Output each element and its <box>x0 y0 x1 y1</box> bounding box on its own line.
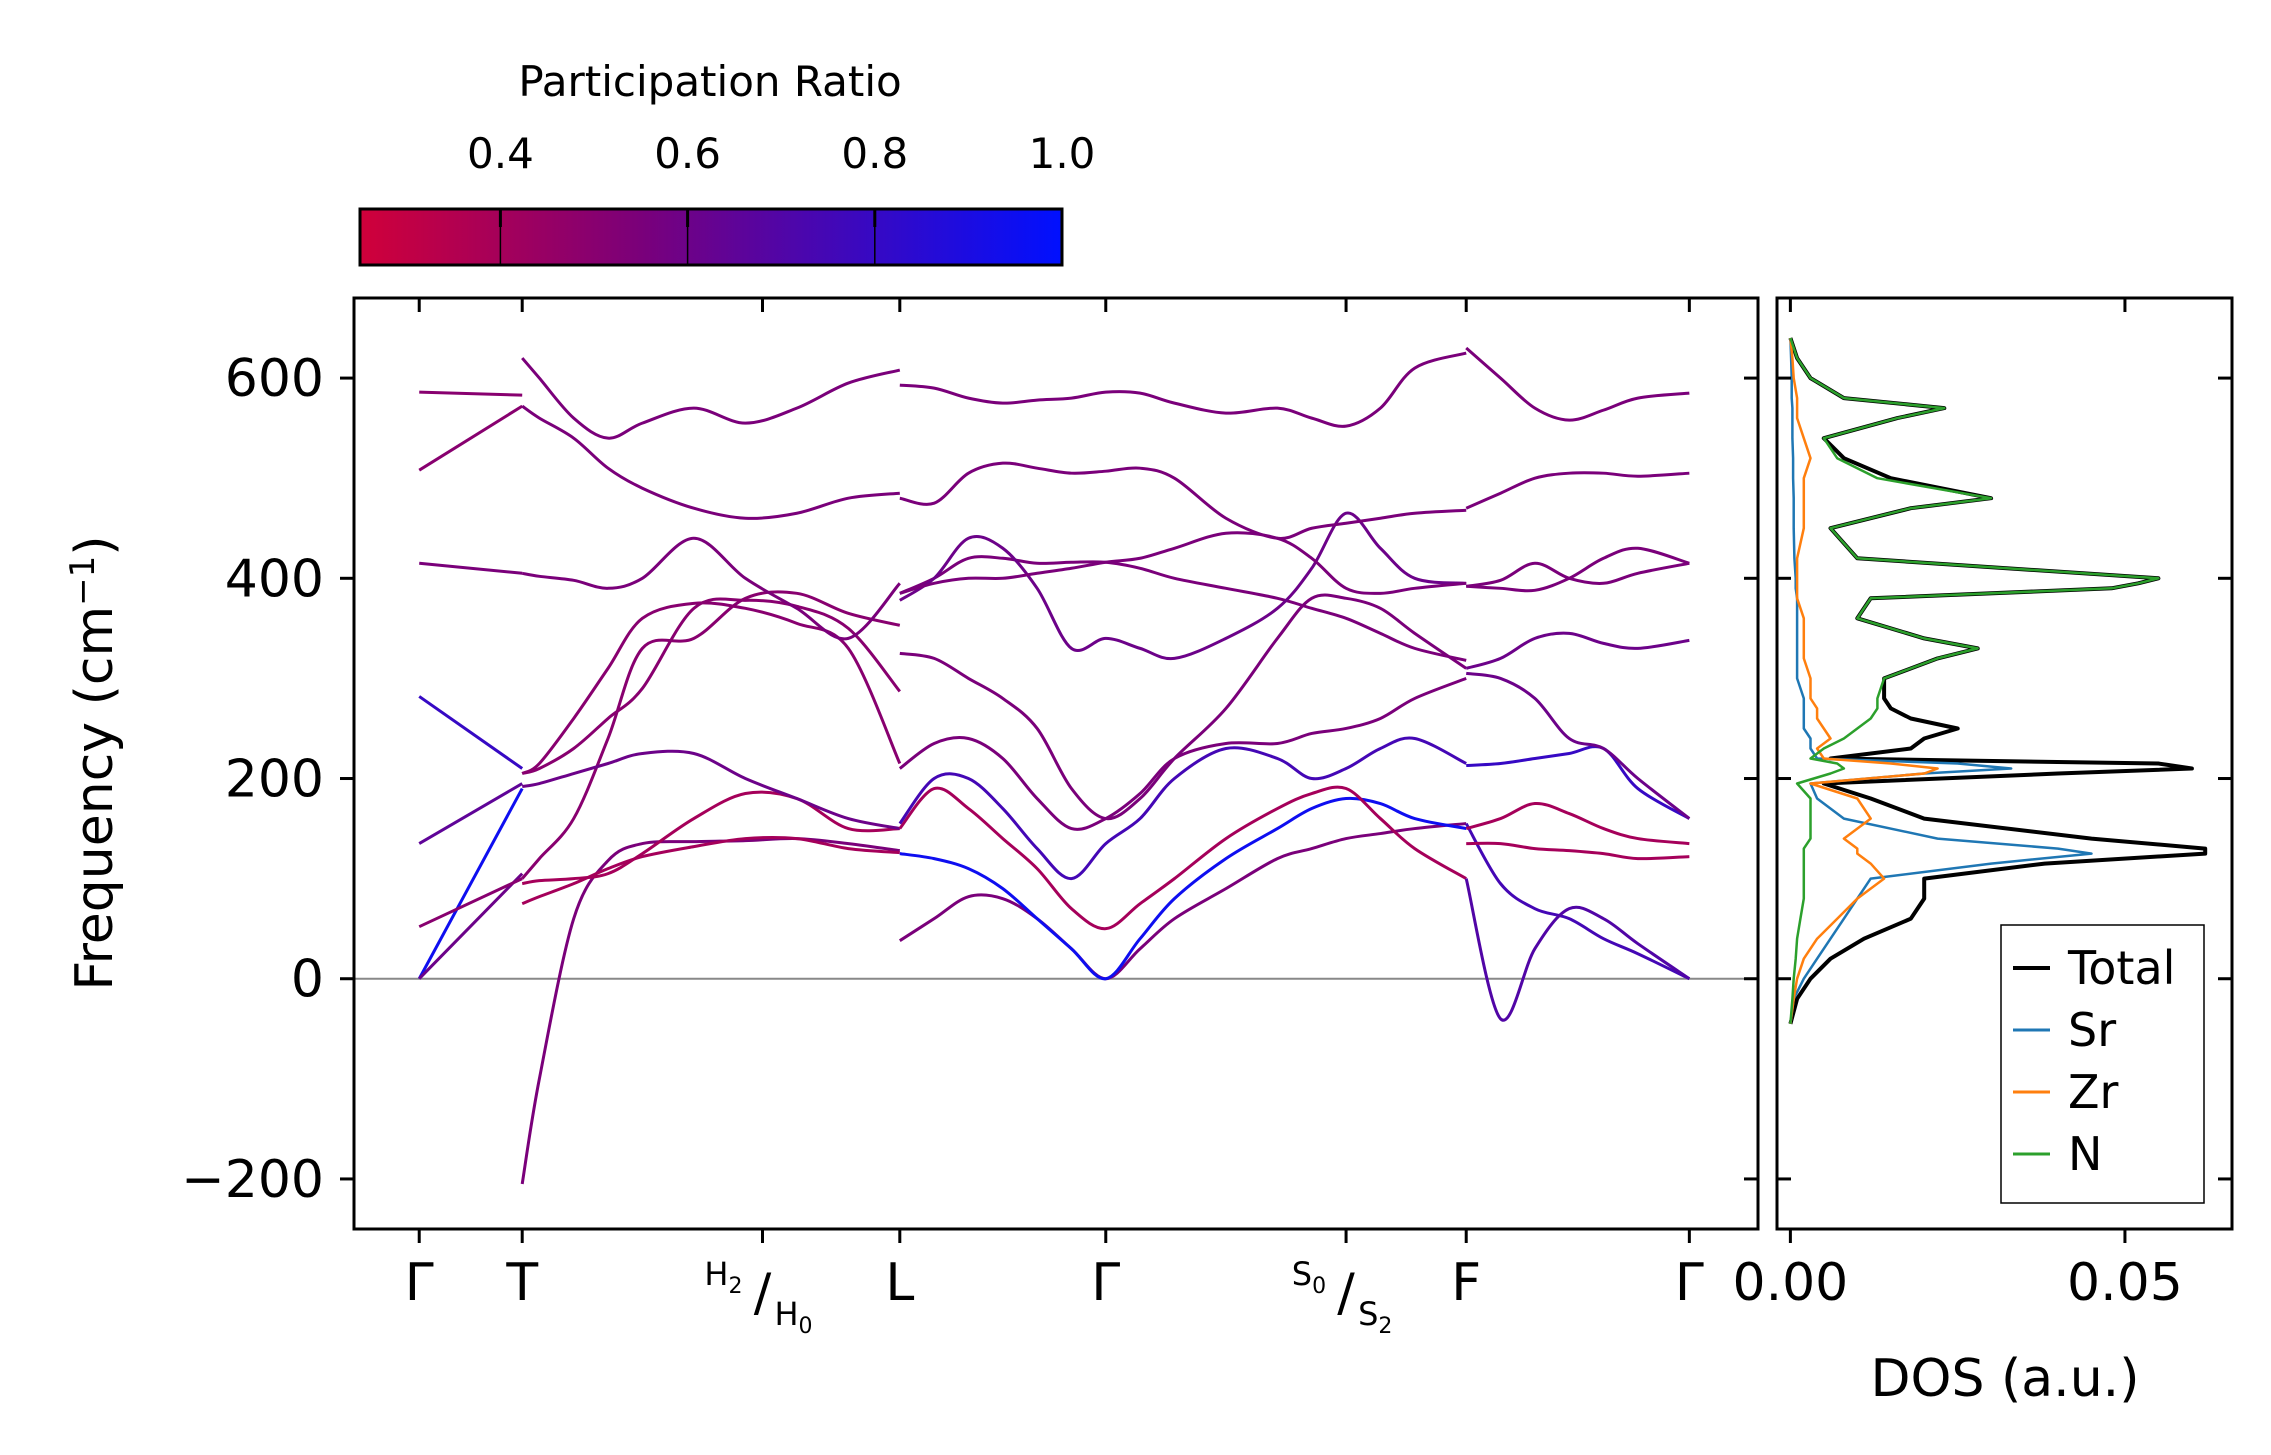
phonon-band <box>520 837 901 1185</box>
phonon-band <box>417 787 524 980</box>
kpoint-label: Γ <box>405 1253 434 1313</box>
phonon-band <box>899 461 1467 540</box>
phonon-band <box>418 872 524 980</box>
phonon-band <box>898 677 1467 831</box>
kpoint-label-top: S0 <box>1292 1255 1326 1299</box>
phonon-band <box>1465 471 1690 510</box>
legend-label-total: Total <box>2067 941 2175 995</box>
kpoint-label-bottom: H0 <box>774 1295 812 1339</box>
phonon-band <box>1465 561 1690 588</box>
dos-lines <box>1788 337 2208 1025</box>
phonon-band <box>419 390 523 397</box>
phonon-band <box>521 601 902 775</box>
dos-x-tick-label: 0.05 <box>2067 1253 2183 1313</box>
kpoint-slash: / <box>1337 1263 1355 1323</box>
phonon-band <box>419 561 523 575</box>
kpoint-label-top-sub: 0 <box>1312 1274 1326 1299</box>
kpoint-label-bottom: S2 <box>1358 1295 1392 1339</box>
phonon-band <box>898 785 1467 931</box>
colorbar-tick-label: 0.4 <box>467 129 534 178</box>
phonon-band <box>418 877 523 929</box>
phonon-band <box>1465 802 1690 846</box>
kpoint-slash: / <box>754 1263 772 1323</box>
dos-curve-zr <box>1789 337 1939 1024</box>
dos-curve-total <box>1788 337 2208 1025</box>
phonon-band <box>1465 631 1690 670</box>
phonon-band <box>898 511 1467 661</box>
colorbar-title: Participation Ratio <box>518 57 901 106</box>
phonon-band <box>418 404 523 472</box>
dos-plot-frame <box>1775 296 2234 1231</box>
kpoint-label-bottom-sub: 0 <box>799 1314 813 1339</box>
dos-x-axis-title: DOS (a.u.) <box>1871 1349 2140 1409</box>
phonon-band <box>1466 671 1691 820</box>
phonon-band <box>1466 745 1691 820</box>
y-tick-label: 200 <box>225 750 324 810</box>
kpoint-label: T <box>505 1253 538 1313</box>
legend-label-n: N <box>2068 1127 2102 1181</box>
y-tick-label: 600 <box>225 349 324 409</box>
colorbar-tick-label: 1.0 <box>1029 129 1096 178</box>
dos-x-tick-label: 0.00 <box>1732 1253 1848 1313</box>
phonon-band <box>521 404 900 520</box>
phonon-band <box>898 822 1467 981</box>
phonon-band <box>418 695 524 770</box>
phonon-band <box>521 590 901 880</box>
y-tick-label: 0 <box>291 950 324 1010</box>
legend-label-zr: Zr <box>2068 1065 2119 1119</box>
phonon-band <box>899 555 1467 662</box>
band-plot-frame <box>352 296 1760 1231</box>
phonon-band <box>1464 878 1691 1022</box>
phonon-band <box>899 531 1467 595</box>
kpoint-label: Γ <box>1091 1253 1120 1313</box>
legend-label-sr: Sr <box>2068 1003 2116 1057</box>
kpoint-label-top: H2 <box>704 1255 742 1299</box>
dos-curve-sr <box>1789 337 2093 1024</box>
phonon-band <box>1465 346 1690 422</box>
phonon-band <box>1466 841 1690 861</box>
y-axis-title-main: Frequency (cm <box>65 606 125 991</box>
phonon-band <box>899 351 1467 428</box>
y-axis-title-superscript: −1 <box>63 556 103 606</box>
phonon-band <box>899 593 1468 821</box>
phonon-band <box>521 835 900 906</box>
y-axis-title: Frequency (cm−1) <box>63 535 125 990</box>
kpoint-label: Γ <box>1675 1253 1704 1313</box>
phonon-band <box>418 782 523 845</box>
kpoint-label-bottom-sub: 2 <box>1378 1314 1392 1339</box>
kpoint-label-top-sub: 2 <box>728 1274 742 1299</box>
kpoint-label: F <box>1451 1253 1481 1313</box>
phonon-band <box>521 597 901 775</box>
phonon-band <box>521 749 901 831</box>
legend-box <box>2000 924 2205 1204</box>
phonon-band <box>1464 822 1690 981</box>
kpoint-label: L <box>885 1253 914 1313</box>
phonon-band <box>521 536 901 641</box>
y-tick-label: 400 <box>225 549 324 609</box>
kpoint-label-split: S0/S2 <box>1292 1255 1393 1339</box>
dos-legend: Total Sr Zr N <box>2000 924 2205 1204</box>
y-axis-title-close: ) <box>65 535 125 555</box>
phonon-band <box>521 790 900 886</box>
phonon-band <box>898 736 1467 881</box>
colorbar-tick-label: 0.6 <box>654 129 721 178</box>
phonon-band <box>899 796 1467 981</box>
dos-curve-n <box>1789 337 2160 1024</box>
y-tick-label: −200 <box>181 1150 324 1210</box>
kpoint-label-split: H2 /H0 <box>704 1255 812 1339</box>
phonon-band <box>521 357 901 440</box>
band-lines <box>417 346 1691 1185</box>
colorbar <box>358 207 1064 267</box>
colorbar-tick-label: 0.8 <box>841 129 908 178</box>
